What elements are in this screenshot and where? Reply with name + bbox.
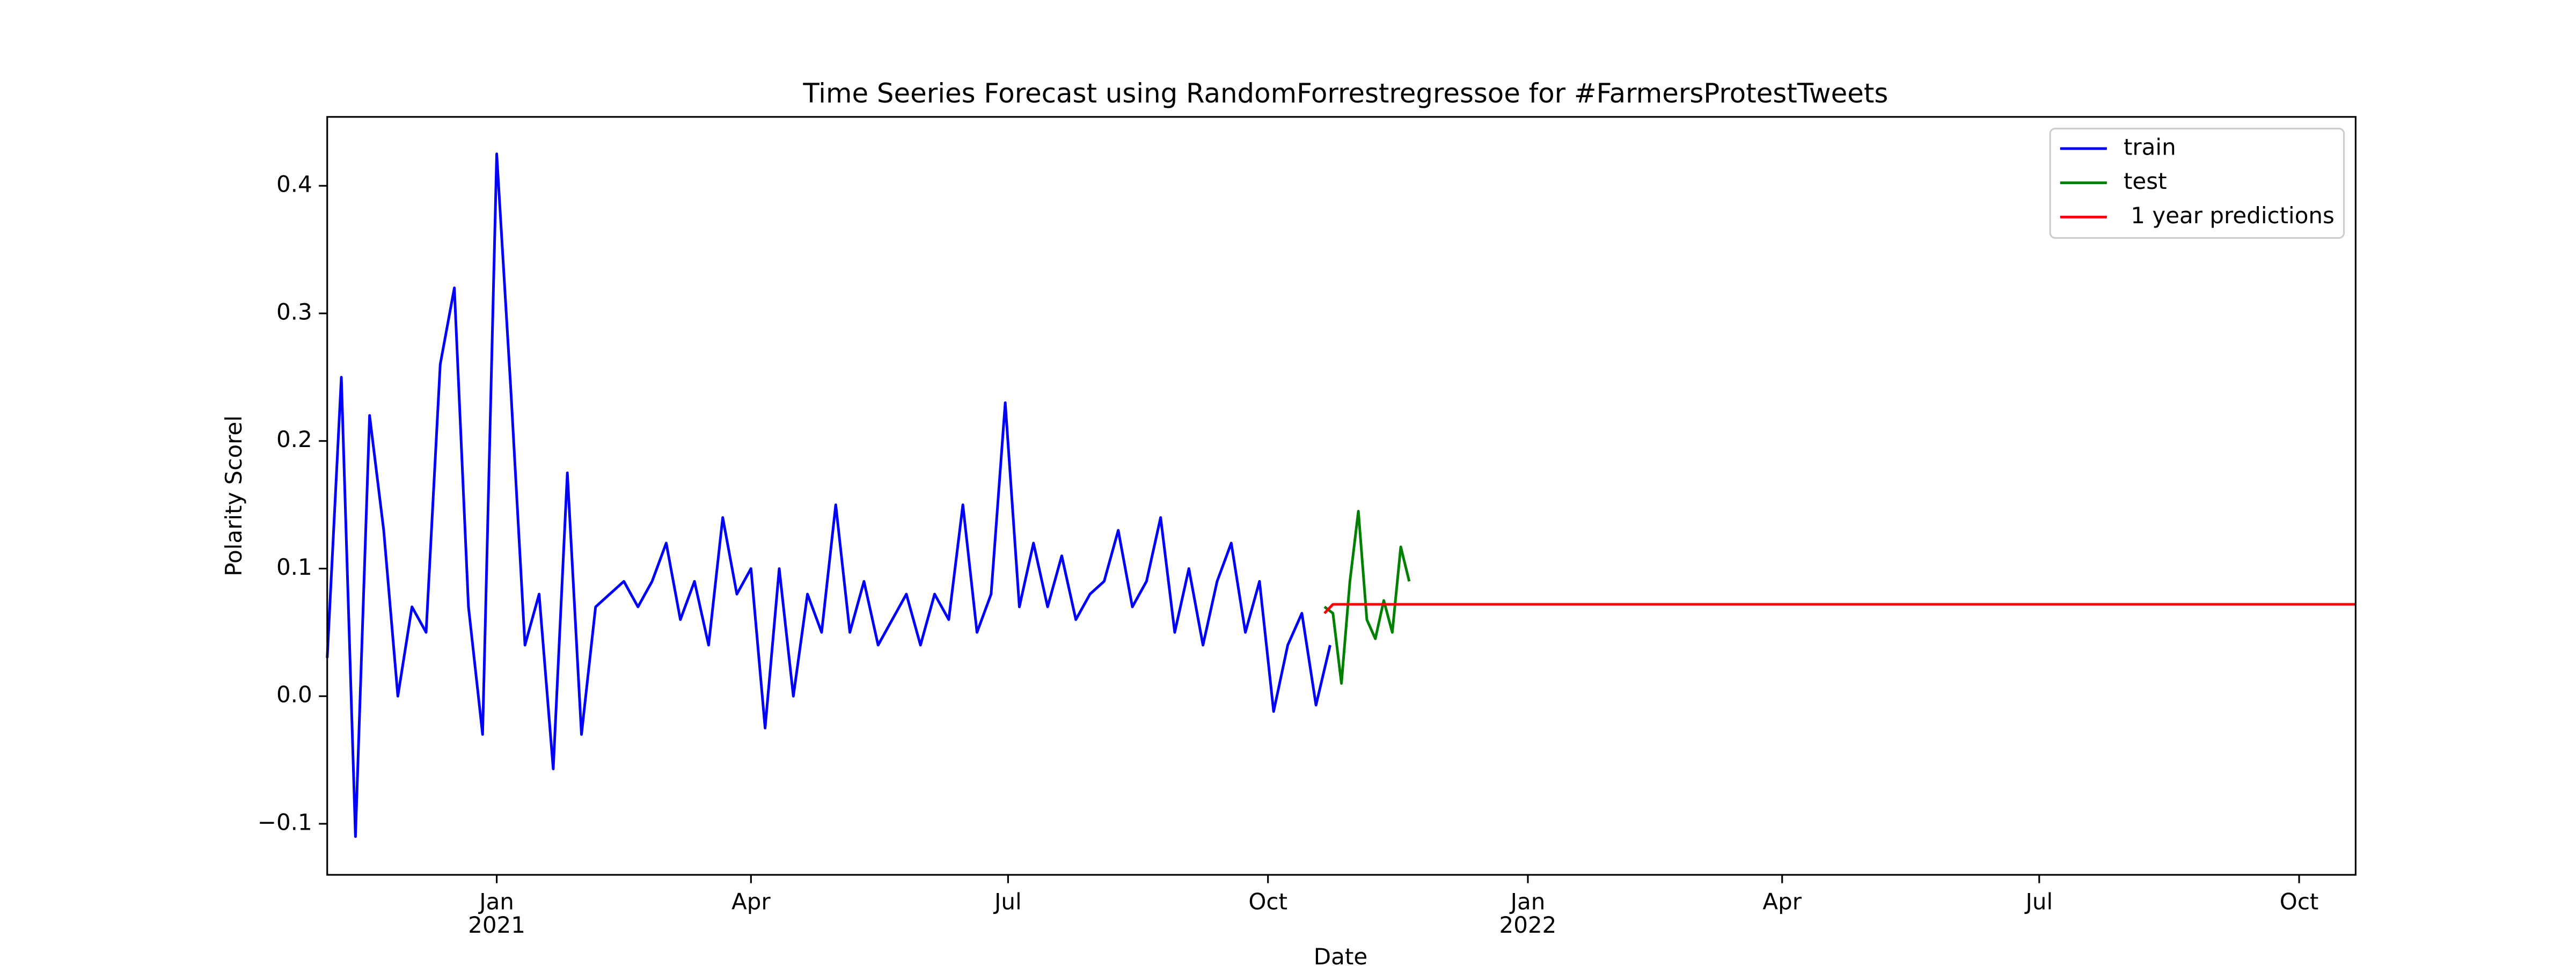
y-tick-label: −0.1 xyxy=(258,809,312,836)
x-tick-label: Apr xyxy=(1762,888,1802,914)
x-tick-sublabel: 2022 xyxy=(1499,912,1557,938)
y-tick-label: 0.2 xyxy=(276,426,312,452)
legend-label: 1 year predictions xyxy=(2124,202,2334,229)
x-tick-label: Jan xyxy=(1509,888,1546,914)
series-line xyxy=(326,152,1331,838)
x-tick-sublabel: 2021 xyxy=(468,912,525,938)
x-tick-label: Oct xyxy=(2280,888,2319,914)
y-tick-label: 0.3 xyxy=(276,298,312,325)
x-tick-label: Apr xyxy=(731,888,771,914)
legend-label: train xyxy=(2124,134,2176,160)
x-tick-label: Jul xyxy=(2024,888,2053,914)
y-tick-label: 0.0 xyxy=(276,682,312,708)
y-tick-label: 0.4 xyxy=(276,171,312,197)
y-tick-label: 0.1 xyxy=(276,554,312,580)
legend-box xyxy=(2049,128,2345,239)
series-line xyxy=(1323,603,2356,614)
y-axis-label: Polarity Scorel xyxy=(221,415,247,576)
x-tick-label: Jul xyxy=(993,888,1022,914)
x-axis-label: Date xyxy=(1314,943,1367,966)
x-tick-label: Jan xyxy=(478,888,514,914)
chart-title: Time Seeries Forecast using RandomForres… xyxy=(802,78,1888,109)
plot-frame xyxy=(326,116,2357,876)
x-tick-label: Oct xyxy=(1248,888,1287,914)
legend-label: test xyxy=(2124,168,2167,194)
